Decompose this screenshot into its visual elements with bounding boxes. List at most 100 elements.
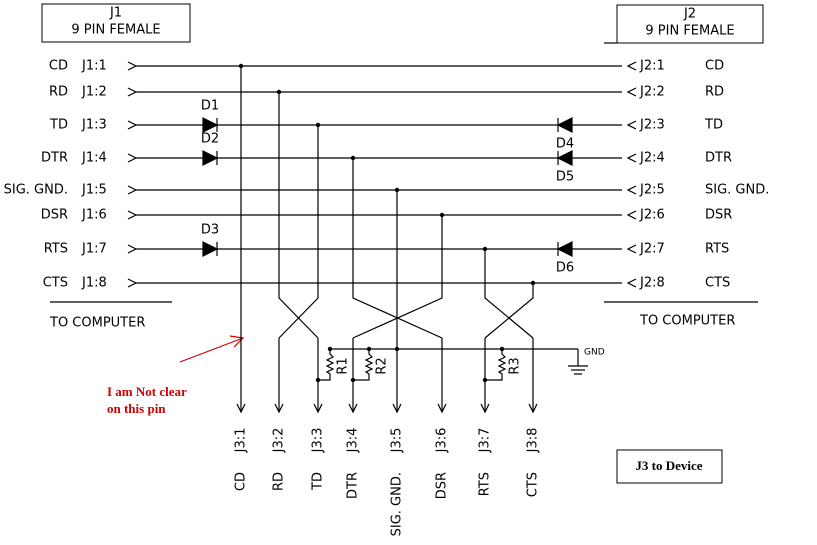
diode-label: D4: [556, 137, 574, 152]
junction: [482, 377, 488, 383]
signal-label: RD: [49, 85, 68, 100]
signal-label: CTS: [705, 276, 730, 291]
pin-arrow: [392, 403, 402, 414]
j2-subtitle: 9 PIN FEMALE: [645, 24, 734, 39]
pin-arrow: [348, 403, 358, 414]
pin-arrow: [626, 120, 637, 130]
j3-pin-label: J3:1: [234, 428, 249, 454]
signal-label: RD: [705, 85, 724, 100]
j3-signal-label: TD: [311, 472, 326, 491]
signal-label: DTR: [41, 151, 68, 166]
j3-pin-label: J3:3: [311, 428, 326, 454]
left-note: TO COMPUTER: [49, 316, 145, 331]
j3-pin-label: J3:4: [346, 428, 361, 454]
pin-arrow: [127, 120, 138, 130]
signal-label: DTR: [705, 151, 732, 166]
pin-arrow: [127, 153, 138, 163]
signal-label: RTS: [705, 242, 729, 257]
resistor: [485, 349, 507, 381]
pin-arrow: [437, 403, 447, 414]
junction: [394, 346, 400, 352]
resistor: [318, 349, 335, 381]
pin-arrow: [313, 403, 323, 414]
diode: [556, 150, 573, 166]
pin-arrow: [626, 278, 637, 288]
annotation-arrowhead: [229, 335, 245, 348]
j3-signal-label: DTR: [346, 472, 361, 499]
pin-label: J2:7: [639, 242, 665, 257]
signal-label: SIG. GND.: [705, 183, 769, 198]
diode: [202, 241, 219, 257]
j3-signal-label: CD: [234, 472, 249, 491]
pin-arrow: [626, 87, 637, 97]
signal-label: SIG. GND.: [4, 183, 68, 198]
signal-label: CD: [49, 59, 68, 74]
junction: [350, 377, 356, 383]
pin-arrow: [274, 403, 284, 414]
pin-arrow: [528, 403, 538, 414]
pin-label: J1:6: [81, 208, 107, 223]
pin-label: J1:2: [81, 85, 107, 100]
pin-label: J1:7: [81, 242, 107, 257]
j3-pin-label: J3:8: [526, 428, 541, 454]
pin-label: J2:2: [639, 85, 665, 100]
annotation: I am Not clear: [107, 384, 187, 399]
signal-label: TD: [704, 118, 723, 133]
j1-subtitle: 9 PIN FEMALE: [71, 23, 160, 38]
pin-arrow: [127, 185, 138, 195]
pin-label: J1:5: [81, 183, 107, 198]
pin-label: J2:5: [639, 183, 665, 198]
j3-pin-label: J3:5: [390, 428, 405, 454]
j3-pin-label: J3:7: [478, 428, 493, 454]
j3-signal-label: RD: [272, 472, 287, 491]
signal-label: DSR: [705, 208, 732, 223]
j3-signal-label: DSR: [435, 472, 450, 499]
pin-label: J2:1: [639, 59, 665, 74]
pin-arrow: [127, 278, 138, 288]
diode: [556, 117, 573, 133]
j2-box: [616, 4, 764, 44]
pin-arrow: [127, 244, 138, 254]
resistor-label: R3: [508, 357, 523, 374]
j3-pin-label: J3:6: [435, 428, 450, 454]
signal-label: RTS: [44, 242, 68, 257]
pin-arrow: [626, 153, 637, 163]
j3-box: [616, 449, 723, 484]
signal-label: CD: [705, 59, 724, 74]
diode: [556, 241, 573, 257]
pin-arrow: [480, 403, 490, 414]
pin-label: J2:4: [639, 151, 665, 166]
pin-label: J2:3: [639, 118, 665, 133]
pin-arrow: [626, 244, 637, 254]
j3-label: J3 to Device: [635, 458, 702, 473]
pin-arrow: [626, 185, 637, 195]
j3-pin-label: J3:2: [272, 428, 287, 454]
annotation-arrow: [179, 337, 244, 363]
ground-label: GND: [584, 348, 605, 358]
junction: [315, 377, 321, 383]
diode: [202, 117, 219, 133]
wire: [352, 215, 443, 339]
pin-arrow: [127, 210, 138, 220]
pin-arrow: [626, 61, 637, 71]
diode-label: D1: [201, 99, 219, 114]
diode-label: D2: [201, 132, 219, 147]
wire: [484, 283, 534, 339]
wire: [352, 158, 443, 339]
pin-label: J1:3: [81, 118, 107, 133]
annotation: on this pin: [107, 401, 166, 416]
signal-label: CTS: [43, 276, 68, 291]
resistor: [353, 349, 374, 381]
signal-label: DSR: [41, 208, 68, 223]
pin-label: J1:8: [81, 276, 107, 291]
resistor-label: R2: [375, 357, 390, 374]
j1-title: J1: [109, 6, 122, 21]
j3-signal-label: CTS: [526, 472, 541, 497]
pin-arrow: [127, 87, 138, 97]
diode-label: D5: [556, 170, 574, 185]
pin-label: J1:1: [81, 59, 107, 74]
pin-arrow: [127, 61, 138, 71]
diode-label: D3: [201, 223, 219, 238]
resistor-label: R1: [336, 357, 351, 374]
